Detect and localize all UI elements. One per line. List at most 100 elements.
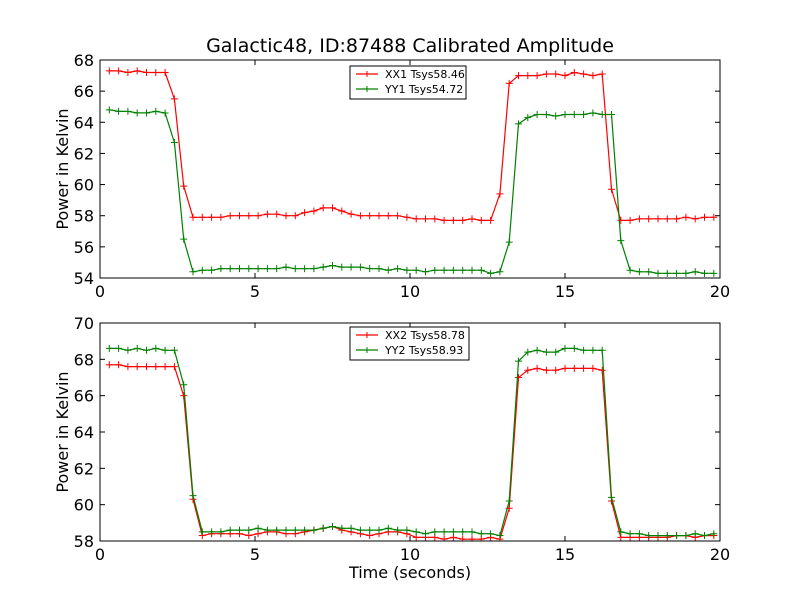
data-point-marker (403, 213, 411, 221)
data-point-marker (226, 526, 234, 534)
data-point-marker (329, 262, 336, 270)
y-tick-label: 64 (74, 113, 94, 132)
legend-box (349, 65, 467, 100)
data-point-marker (105, 106, 113, 114)
y-tick-label: 68 (74, 350, 94, 369)
data-point-marker (570, 68, 578, 76)
data-point-marker (282, 263, 290, 271)
data-point-marker (356, 263, 364, 271)
data-point-marker (533, 72, 541, 80)
data-point-marker (291, 526, 299, 534)
y-tick-label: 60 (74, 176, 94, 195)
data-point-marker (477, 530, 485, 538)
data-point-marker (301, 526, 309, 534)
data-point-marker (468, 266, 476, 274)
data-point-marker (226, 212, 234, 220)
data-point-marker (589, 346, 597, 354)
data-point-marker (273, 265, 281, 273)
data-point-marker (422, 268, 429, 276)
data-point-marker (263, 210, 271, 218)
data-point-marker (124, 107, 132, 115)
data-point-marker (198, 528, 206, 536)
data-point-marker (310, 207, 318, 215)
data-point-marker (161, 109, 169, 117)
data-point-marker (570, 111, 578, 118)
legend-entry-label: YY2 Tsys58.93 (384, 344, 463, 357)
data-point-marker (319, 524, 327, 532)
data-point-marker (645, 532, 653, 540)
data-point-marker (273, 526, 281, 534)
data-point-marker (422, 530, 429, 538)
legend-entry-label: YY1 Tsys54.72 (384, 83, 463, 96)
data-point-marker (189, 213, 197, 221)
data-point-marker (691, 530, 699, 538)
data-point-marker (524, 366, 532, 374)
data-point-marker (245, 526, 253, 534)
legend-swatch-marker (364, 347, 370, 353)
y-tick-label: 66 (74, 387, 94, 406)
data-point-marker (487, 269, 495, 277)
data-point-marker (561, 111, 569, 118)
data-point-marker (412, 215, 420, 223)
data-point-marker (375, 526, 383, 534)
data-point-marker (133, 109, 141, 117)
data-point-marker (356, 212, 364, 220)
data-point-marker (394, 212, 402, 220)
data-point-marker (589, 72, 597, 80)
data-point-marker (440, 528, 448, 536)
data-point-marker (375, 212, 383, 220)
data-point-marker (635, 268, 643, 276)
data-point-marker (533, 346, 541, 354)
data-point-marker (180, 182, 188, 190)
x-axis-label: Time (seconds) (348, 563, 471, 582)
x-tick-label: 20 (710, 282, 730, 301)
data-point-marker (356, 526, 364, 534)
data-point-marker (487, 530, 495, 538)
legend-box (349, 326, 470, 361)
subplot-1: 0 5 10 15 20 54 56 58 60 62 64 66 68 Power in Kelvin X… (53, 51, 730, 301)
data-point-marker (143, 109, 150, 117)
data-point-marker (561, 72, 569, 80)
legend: XX1 Tsys58.46 YY1 Tsys54.72 (349, 65, 467, 100)
data-point-marker (487, 216, 495, 224)
data-point-marker (552, 348, 560, 356)
data-point-marker (496, 532, 504, 540)
data-point-marker (384, 212, 392, 220)
data-point-marker (710, 530, 718, 538)
data-point-marker (701, 532, 708, 540)
data-point-marker (291, 212, 299, 220)
data-point-marker (635, 215, 643, 223)
data-point-marker (254, 524, 262, 532)
data-point-marker (236, 212, 243, 220)
data-point-marker (226, 265, 234, 273)
data-point-marker (170, 95, 178, 103)
data-point-marker (115, 107, 123, 115)
data-point-marker (691, 268, 699, 276)
data-point-marker (412, 266, 420, 274)
legend-swatch-marker (364, 86, 370, 92)
data-point-marker (347, 210, 355, 218)
data-point-marker (170, 139, 178, 147)
data-point-marker (319, 263, 327, 271)
data-point-marker (459, 528, 467, 536)
data-point-marker (366, 526, 374, 534)
data-point-marker (217, 213, 225, 221)
data-point-marker (319, 204, 327, 212)
data-point-marker (468, 535, 476, 541)
data-point-marker (710, 213, 718, 221)
data-point-marker (598, 70, 606, 78)
y-tick-label: 56 (74, 238, 94, 257)
data-point-marker (515, 357, 522, 365)
y-tick-label: 58 (74, 207, 94, 226)
data-point-marker (524, 348, 532, 356)
series-yy2 (105, 344, 718, 540)
data-point-marker (133, 363, 141, 371)
legend-entry-label: XX2 Tsys58.78 (385, 329, 465, 342)
data-point-marker (338, 207, 346, 215)
data-point-marker (682, 532, 690, 540)
data-point-marker (515, 72, 522, 80)
data-point-marker (542, 348, 550, 356)
data-point-marker (477, 266, 485, 274)
